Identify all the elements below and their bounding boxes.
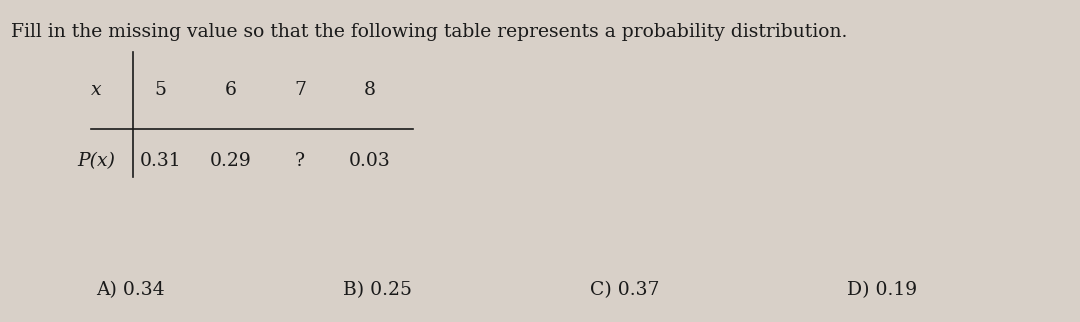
Text: B) 0.25: B) 0.25 — [343, 281, 413, 299]
Text: A) 0.34: A) 0.34 — [96, 281, 165, 299]
Text: 8: 8 — [364, 81, 376, 99]
Text: D) 0.19: D) 0.19 — [847, 281, 917, 299]
Text: P(x): P(x) — [78, 152, 116, 170]
Text: x: x — [91, 81, 102, 99]
Text: Fill in the missing value so that the following table represents a probability d: Fill in the missing value so that the fo… — [11, 23, 847, 41]
Text: 0.03: 0.03 — [349, 152, 391, 170]
Text: 6: 6 — [225, 81, 237, 99]
Text: C) 0.37: C) 0.37 — [590, 281, 659, 299]
Text: 0.31: 0.31 — [140, 152, 181, 170]
Text: ?: ? — [295, 152, 306, 170]
Text: 0.29: 0.29 — [210, 152, 252, 170]
Text: 7: 7 — [294, 81, 307, 99]
Text: 5: 5 — [154, 81, 166, 99]
